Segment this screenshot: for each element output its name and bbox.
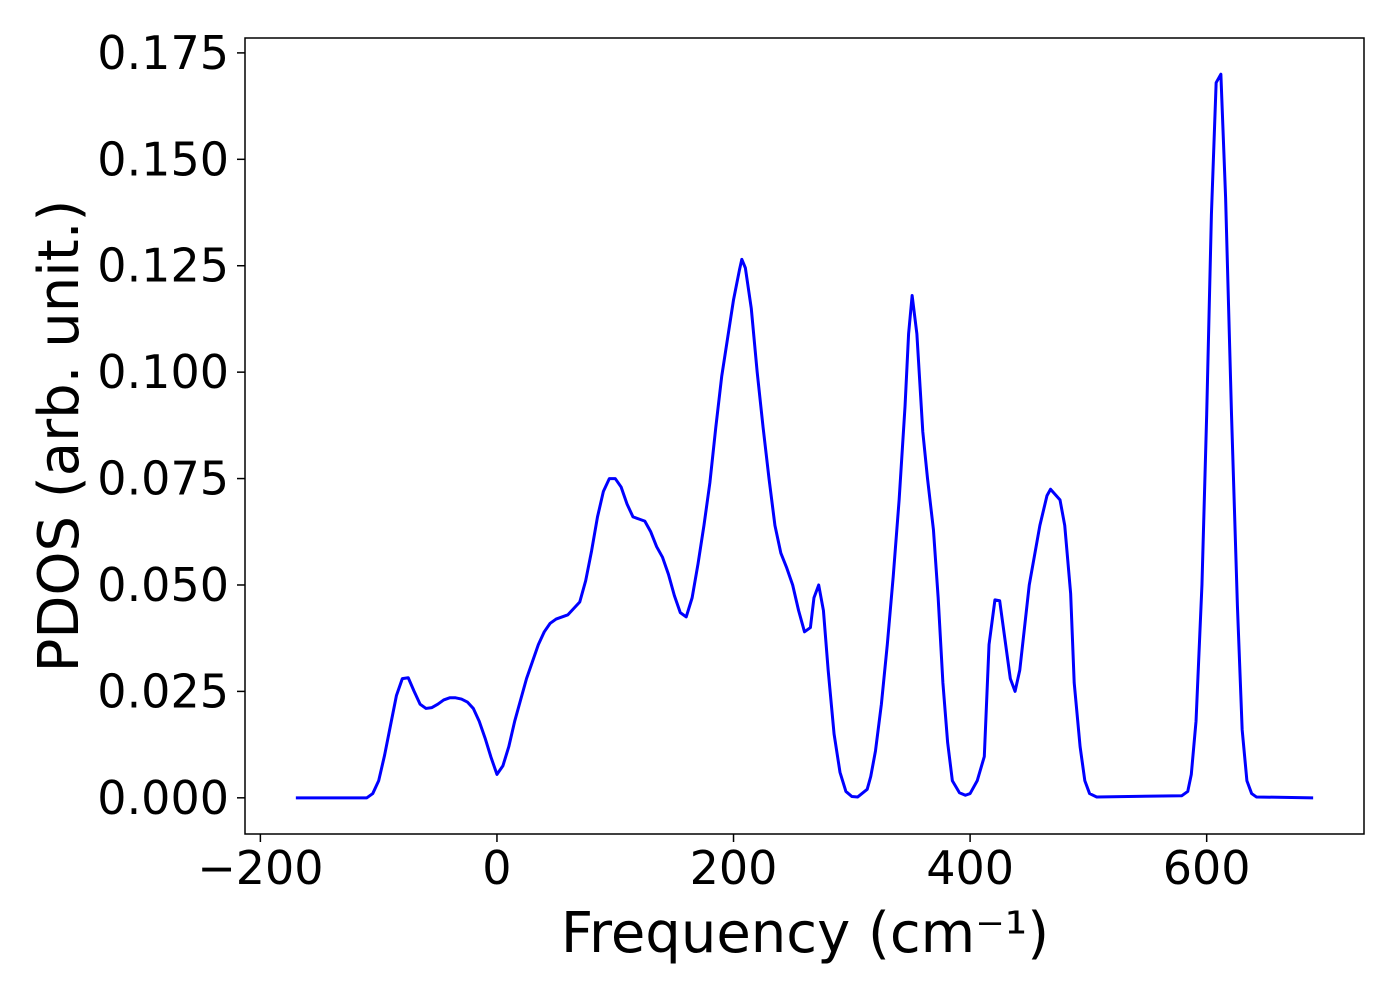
x-tick-label: −200 xyxy=(197,841,323,895)
y-tick-label: 0.025 xyxy=(97,664,229,718)
y-tick-label: 0.125 xyxy=(97,239,229,293)
y-tick-label: 0.100 xyxy=(97,345,229,399)
y-tick-label: 0.050 xyxy=(97,558,229,612)
plot-frame xyxy=(244,37,1365,835)
x-tick-label: 0 xyxy=(482,841,511,895)
y-tick-label: 0.150 xyxy=(97,132,229,186)
y-tick-label: 0.175 xyxy=(97,26,229,80)
y-tick-label: 0.000 xyxy=(97,771,229,825)
y-tick-label: 0.075 xyxy=(97,452,229,506)
x-tick-label: 200 xyxy=(690,841,778,895)
x-tick-label: 600 xyxy=(1163,841,1251,895)
x-tick-label: 400 xyxy=(926,841,1014,895)
data-line xyxy=(295,72,1314,800)
x-axis-label: Frequency (cm⁻¹) xyxy=(561,901,1049,966)
y-axis-label: PDOS (arb. unit.) xyxy=(27,200,92,673)
